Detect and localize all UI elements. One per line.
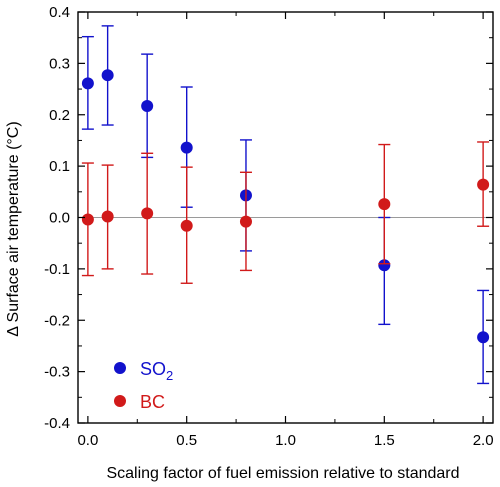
- x-tick-label: 2.0: [473, 432, 494, 449]
- x-tick-label: 0.0: [77, 432, 98, 449]
- x-axis-title: Scaling factor of fuel emission relative…: [106, 465, 459, 482]
- x-tick-label: 1.0: [275, 432, 296, 449]
- bc-point: [180, 219, 193, 232]
- y-tick-label: 0.4: [49, 4, 70, 21]
- bc-point: [101, 210, 114, 223]
- axes: -0.4 -0.3 -0.2 -0.1 0.0 0.1 0.2 0.3 0.4 0.0 0.5 1.0…: [44, 4, 494, 449]
- y-tick-label: -0.2: [44, 312, 70, 329]
- y-tick-label: -0.1: [44, 261, 70, 278]
- legend: SO2 BC: [114, 359, 173, 412]
- bc-point: [477, 178, 490, 191]
- so2-point: [101, 69, 114, 82]
- y-tick-label: 0.2: [49, 107, 70, 124]
- y-tick-label: 0.0: [49, 210, 70, 227]
- bc-point: [141, 207, 154, 220]
- legend-marker-bc: [114, 395, 126, 407]
- so2-point: [180, 141, 193, 154]
- so2-point: [378, 259, 391, 272]
- plot-area: [78, 25, 493, 385]
- so2-point: [141, 100, 154, 113]
- y-tick-label: -0.3: [44, 364, 70, 381]
- y-tick-label: 0.3: [49, 55, 70, 72]
- legend-marker-so2: [114, 362, 126, 374]
- legend-label-so2: SO2: [140, 359, 173, 383]
- bc-point: [378, 198, 391, 211]
- y-axis-title: Δ Surface air temperature (°C): [5, 121, 22, 336]
- bc-point: [239, 215, 252, 228]
- bc-point: [81, 213, 94, 226]
- so2-point: [81, 77, 94, 90]
- x-tick-label: 1.5: [374, 432, 395, 449]
- legend-label-bc: BC: [140, 392, 165, 412]
- x-tick-label: 0.5: [176, 432, 197, 449]
- y-tick-label: -0.4: [44, 415, 70, 432]
- so2-point: [477, 331, 490, 344]
- y-tick-label: 0.1: [49, 158, 70, 175]
